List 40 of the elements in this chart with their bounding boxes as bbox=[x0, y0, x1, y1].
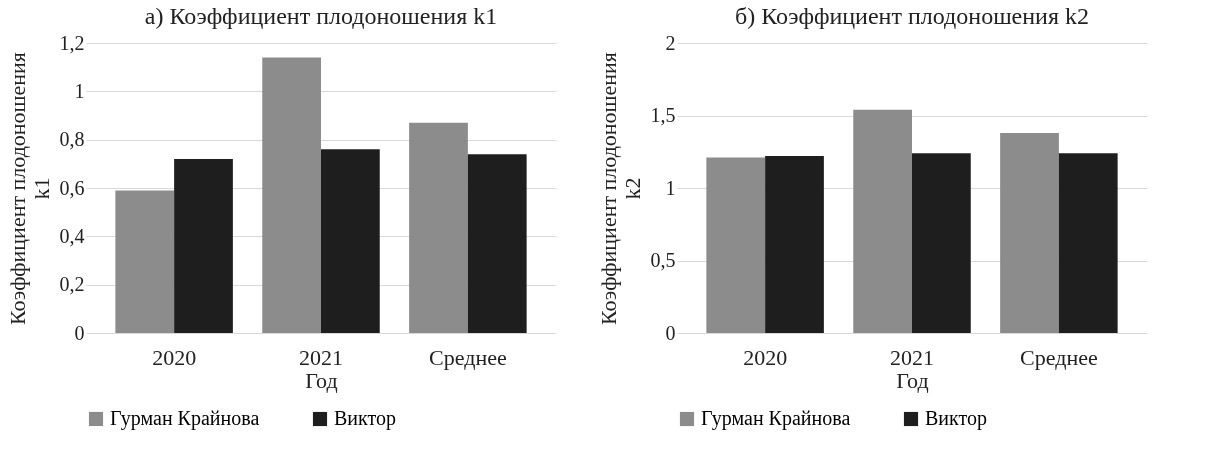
bar bbox=[262, 57, 321, 333]
bar bbox=[467, 154, 527, 333]
x-axis-title: Год bbox=[896, 367, 929, 393]
bar bbox=[912, 153, 971, 333]
x-tick-label: 2020 bbox=[152, 344, 197, 370]
x-tick-label: Среднее bbox=[429, 344, 507, 370]
bar bbox=[409, 122, 468, 333]
x-tick-label: 2021 bbox=[890, 344, 934, 370]
y-tick-label: 2 bbox=[665, 31, 676, 54]
legend-label: Виктор bbox=[925, 407, 987, 430]
bar bbox=[706, 157, 766, 333]
y-tick-label: 0,2 bbox=[59, 273, 85, 296]
y-tick-label: 1,2 bbox=[59, 31, 85, 54]
bar bbox=[853, 109, 912, 333]
y-tick-label: 0,5 bbox=[650, 249, 676, 271]
x-tick-label: 2021 bbox=[299, 344, 343, 370]
x-tick-label: 2020 bbox=[743, 344, 788, 370]
bar bbox=[174, 159, 233, 333]
bar bbox=[765, 156, 824, 333]
x-tick-label: Среднее bbox=[1020, 344, 1098, 370]
y-tick-label: 1,5 bbox=[650, 104, 676, 126]
y-tick-label: 1 bbox=[74, 79, 85, 102]
y-tick-label: 0,4 bbox=[59, 224, 85, 247]
y-axis-title: Коэффициент плодоношения k1 bbox=[4, 52, 54, 325]
y-tick-label: 0,8 bbox=[59, 128, 85, 151]
y-tick-label: 0 bbox=[665, 321, 676, 344]
y-tick-label: 0,6 bbox=[59, 176, 85, 199]
chart-title: б) Коэффициент плодоношения k2 bbox=[735, 3, 1089, 29]
legend-label: Гурман Крайнова bbox=[110, 407, 260, 430]
bar bbox=[321, 149, 380, 333]
bar bbox=[1058, 153, 1118, 333]
x-axis-title: Год bbox=[305, 367, 338, 393]
y-tick-label: 0 bbox=[74, 321, 85, 344]
chart-title: а) Коэффициент плодоношения k1 bbox=[144, 3, 498, 29]
y-axis-title: Коэффициент плодоношения k2 bbox=[595, 52, 645, 325]
bar bbox=[1000, 132, 1059, 333]
bar bbox=[115, 190, 175, 333]
y-tick-label: 1 bbox=[665, 176, 676, 199]
legend-label: Гурман Крайнова bbox=[701, 407, 851, 430]
legend-label: Виктор bbox=[334, 407, 396, 430]
